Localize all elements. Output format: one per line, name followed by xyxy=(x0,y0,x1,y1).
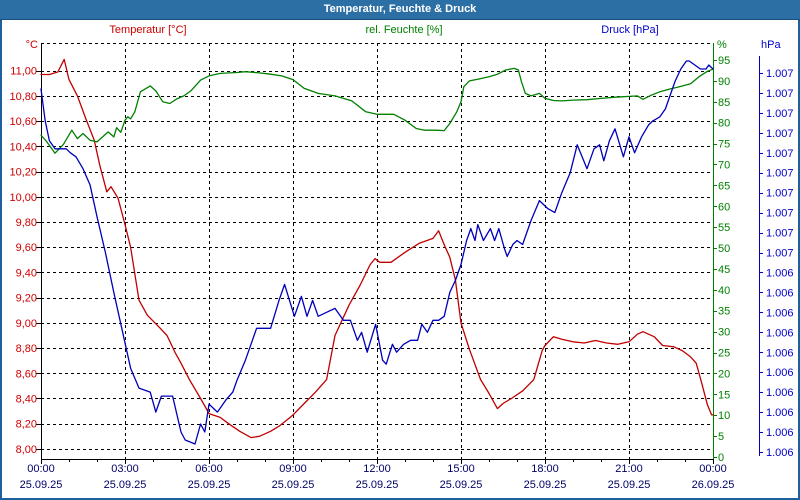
left-axis-unit-label: °C xyxy=(25,39,38,51)
svg-text:9,60: 9,60 xyxy=(16,242,37,254)
svg-text:55: 55 xyxy=(718,222,730,234)
svg-text:30: 30 xyxy=(718,327,730,339)
svg-text:12:00: 12:00 xyxy=(363,463,391,475)
svg-text:1.007: 1.007 xyxy=(766,208,794,220)
svg-text:1.006: 1.006 xyxy=(766,407,794,419)
legend-humidity: rel. Feuchte [%] xyxy=(365,24,443,36)
svg-text:8,20: 8,20 xyxy=(16,419,37,431)
svg-text:00:00: 00:00 xyxy=(27,463,55,475)
svg-text:1.007: 1.007 xyxy=(766,148,794,160)
svg-text:80: 80 xyxy=(718,118,730,130)
svg-text:21:00: 21:00 xyxy=(615,463,643,475)
svg-text:25.09.25: 25.09.25 xyxy=(440,479,483,491)
svg-text:1.006: 1.006 xyxy=(766,447,794,459)
svg-text:75: 75 xyxy=(718,139,730,151)
svg-text:00:00: 00:00 xyxy=(699,463,727,475)
svg-text:20: 20 xyxy=(718,368,730,380)
legend-temperature: Temperatur [°C] xyxy=(109,24,187,36)
svg-text:8,40: 8,40 xyxy=(16,393,37,405)
svg-text:1.006: 1.006 xyxy=(766,307,794,319)
svg-text:1.007: 1.007 xyxy=(766,68,794,80)
svg-text:95: 95 xyxy=(718,55,730,67)
svg-text:25: 25 xyxy=(718,348,730,360)
svg-text:65: 65 xyxy=(718,180,730,192)
svg-text:9,40: 9,40 xyxy=(16,267,37,279)
svg-text:45: 45 xyxy=(718,264,730,276)
svg-text:1.007: 1.007 xyxy=(766,108,794,120)
svg-text:10,80: 10,80 xyxy=(9,91,37,103)
svg-text:9,00: 9,00 xyxy=(16,318,37,330)
svg-text:1.006: 1.006 xyxy=(766,327,794,339)
svg-text:5: 5 xyxy=(718,431,724,443)
svg-text:25.09.25: 25.09.25 xyxy=(188,479,231,491)
svg-text:25.09.25: 25.09.25 xyxy=(356,479,399,491)
svg-text:90: 90 xyxy=(718,76,730,88)
svg-text:1.007: 1.007 xyxy=(766,168,794,180)
svg-text:8,80: 8,80 xyxy=(16,343,37,355)
svg-text:15: 15 xyxy=(718,389,730,401)
svg-text:1.007: 1.007 xyxy=(766,228,794,240)
svg-text:18:00: 18:00 xyxy=(531,463,559,475)
svg-text:35: 35 xyxy=(718,306,730,318)
svg-text:26.09.25: 26.09.25 xyxy=(692,479,735,491)
title-bar: Temperatur, Feuchte & Druck xyxy=(0,0,800,20)
svg-text:10: 10 xyxy=(718,410,730,422)
svg-text:1.007: 1.007 xyxy=(766,88,794,100)
svg-text:9,80: 9,80 xyxy=(16,217,37,229)
svg-text:10,40: 10,40 xyxy=(9,141,37,153)
window-title: Temperatur, Feuchte & Druck xyxy=(323,3,477,15)
svg-text:10,60: 10,60 xyxy=(9,116,37,128)
svg-text:15:00: 15:00 xyxy=(447,463,475,475)
svg-text:70: 70 xyxy=(718,159,730,171)
svg-text:25.09.25: 25.09.25 xyxy=(608,479,651,491)
svg-text:25.09.25: 25.09.25 xyxy=(524,479,567,491)
svg-text:9,20: 9,20 xyxy=(16,293,37,305)
svg-text:09:00: 09:00 xyxy=(279,463,307,475)
svg-text:1.006: 1.006 xyxy=(766,267,794,279)
svg-text:10,00: 10,00 xyxy=(9,192,37,204)
svg-text:1.006: 1.006 xyxy=(766,367,794,379)
svg-text:8,60: 8,60 xyxy=(16,368,37,380)
svg-text:0: 0 xyxy=(718,452,724,464)
svg-text:06:00: 06:00 xyxy=(195,463,223,475)
svg-text:1.007: 1.007 xyxy=(766,188,794,200)
legend-pressure: Druck [hPa] xyxy=(601,24,659,36)
svg-text:10,20: 10,20 xyxy=(9,167,37,179)
svg-text:1.007: 1.007 xyxy=(766,248,794,260)
svg-text:50: 50 xyxy=(718,243,730,255)
svg-text:85: 85 xyxy=(718,97,730,109)
svg-text:25.09.25: 25.09.25 xyxy=(272,479,315,491)
svg-text:40: 40 xyxy=(718,285,730,297)
percent-axis-unit-label: % xyxy=(717,39,727,51)
pressure-axis-unit-label: hPa xyxy=(761,39,781,51)
svg-text:60: 60 xyxy=(718,201,730,213)
svg-text:1.006: 1.006 xyxy=(766,347,794,359)
svg-text:03:00: 03:00 xyxy=(111,463,139,475)
svg-text:1.006: 1.006 xyxy=(766,387,794,399)
svg-text:1.006: 1.006 xyxy=(766,287,794,299)
svg-text:25.09.25: 25.09.25 xyxy=(20,479,63,491)
svg-text:11,00: 11,00 xyxy=(10,66,37,78)
svg-text:8,00: 8,00 xyxy=(16,444,37,456)
svg-text:25.09.25: 25.09.25 xyxy=(104,479,147,491)
svg-text:1.007: 1.007 xyxy=(766,128,794,140)
svg-text:1.006: 1.006 xyxy=(766,427,794,439)
